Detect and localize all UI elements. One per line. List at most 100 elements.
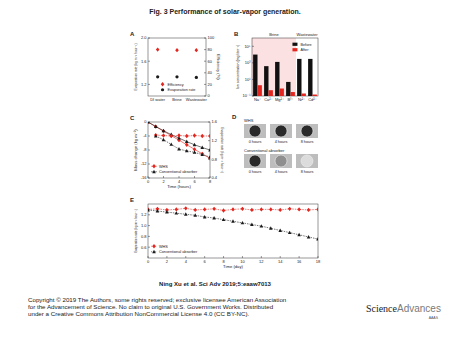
- column-label: 0 hours: [249, 170, 262, 174]
- x-tick: [179, 176, 180, 178]
- category-label: DI water: [150, 97, 166, 102]
- bar: [269, 90, 273, 96]
- bar: [308, 59, 312, 96]
- x-tick: [163, 176, 164, 178]
- point: [154, 124, 158, 128]
- point: [175, 48, 179, 52]
- category-label: Brine: [172, 97, 182, 102]
- x-tick-label: 8: [209, 179, 212, 184]
- plot-frame: [148, 122, 210, 178]
- series-line: [148, 122, 210, 158]
- x-axis-title: Time (day): [223, 264, 243, 269]
- x-tick-label: 6: [193, 179, 196, 184]
- y2-tick-label: 0.4: [212, 175, 218, 180]
- y-tick-label: 10³: [245, 60, 251, 65]
- point: [177, 133, 181, 137]
- y2-tick: [208, 140, 210, 141]
- legend-swatch: [292, 43, 297, 46]
- column-label: 0 hours: [249, 140, 262, 144]
- photo: [296, 124, 318, 138]
- x-tick-label: 18: [316, 259, 321, 264]
- category-label: Wastewater: [186, 97, 208, 102]
- point: [260, 224, 264, 227]
- point: [208, 134, 210, 138]
- point: [208, 148, 210, 151]
- series-line: [148, 122, 210, 150]
- group-band: [252, 38, 296, 96]
- point: [175, 207, 179, 211]
- point: [175, 75, 178, 78]
- x-tick-label: 16: [297, 259, 302, 264]
- y-axis-title: Evaporation rate (kg m⁻² hour⁻¹): [134, 209, 138, 253]
- title: Fig. 3 Performance of solar-vapor genera…: [149, 8, 300, 16]
- y2-tick-label: 100: [208, 35, 215, 40]
- y-tick-label: 0: [144, 119, 147, 124]
- y2-tick: [208, 122, 210, 123]
- y-tick: [148, 136, 150, 137]
- y2-tick-label: 0.8: [212, 157, 218, 162]
- series-line: [148, 210, 318, 239]
- point: [185, 140, 189, 143]
- x-tick: [148, 176, 149, 178]
- point: [200, 134, 204, 138]
- point: [156, 75, 159, 78]
- y-axis-title: Mass change (kg m⁻²): [133, 129, 138, 171]
- photo-absorber: [275, 155, 287, 167]
- point: [177, 147, 181, 150]
- x-tick: [261, 256, 262, 258]
- plot-frame: [148, 204, 318, 258]
- y2-tick: [204, 61, 206, 62]
- category-label: B³⁺: [287, 97, 293, 102]
- photo-absorber: [301, 125, 313, 137]
- legend-marker: [152, 250, 156, 253]
- point: [307, 208, 311, 212]
- point: [169, 134, 173, 138]
- point: [278, 228, 282, 231]
- panel: C-16-12-8-400.40.81.21.602468Mass change…: [130, 115, 224, 189]
- legend-marker: [161, 82, 165, 86]
- marks: [156, 47, 198, 79]
- logo: Advances: [397, 303, 441, 314]
- x-tick: [299, 256, 300, 258]
- copyright: Copyright © 2019 The Authors, some right…: [28, 296, 287, 303]
- point: [185, 134, 189, 138]
- x-tick-label: 2: [162, 179, 165, 184]
- row-label: Conventional absorber: [244, 148, 285, 153]
- logo-sub: AAAS: [429, 316, 439, 320]
- point: [156, 47, 160, 51]
- point: [200, 152, 204, 156]
- x-tick-label: 4: [185, 259, 188, 264]
- category-label: Ca²⁺: [264, 97, 273, 102]
- point: [269, 207, 273, 211]
- y-tick-label: 0.6: [141, 245, 147, 250]
- point: [162, 138, 166, 141]
- point: [154, 134, 158, 137]
- y-tick-label: 10⁵: [244, 44, 250, 49]
- x-tick: [148, 256, 149, 258]
- panel-letter: B: [234, 31, 239, 37]
- point: [193, 213, 197, 216]
- legend-label: Before: [300, 43, 311, 47]
- y-tick: [148, 247, 150, 248]
- point: [185, 143, 189, 147]
- background: [0, 0, 450, 338]
- x-tick-label: 0: [147, 179, 150, 184]
- point: [231, 207, 235, 211]
- point: [169, 142, 173, 145]
- point: [222, 218, 226, 221]
- y-tick-label: 1.2: [141, 212, 147, 217]
- point: [154, 125, 158, 128]
- x-tick: [242, 256, 243, 258]
- y-tick-label: 2.0: [141, 35, 147, 40]
- photo: [244, 154, 266, 168]
- y-axis-title: Evaporation rate (kg m⁻² hour⁻¹): [134, 44, 138, 91]
- legend-label: Conventional absorber: [159, 250, 198, 254]
- plot-frame: [252, 38, 318, 96]
- point: [200, 146, 204, 149]
- y2-tick-label: 60: [208, 59, 213, 64]
- copyright: for the Advancement of Science. No claim…: [28, 303, 274, 310]
- x-tick: [194, 176, 195, 178]
- y2-tick: [204, 84, 206, 85]
- x-tick-label: 14: [278, 259, 283, 264]
- y-tick-label: 10⁻¹: [243, 93, 252, 98]
